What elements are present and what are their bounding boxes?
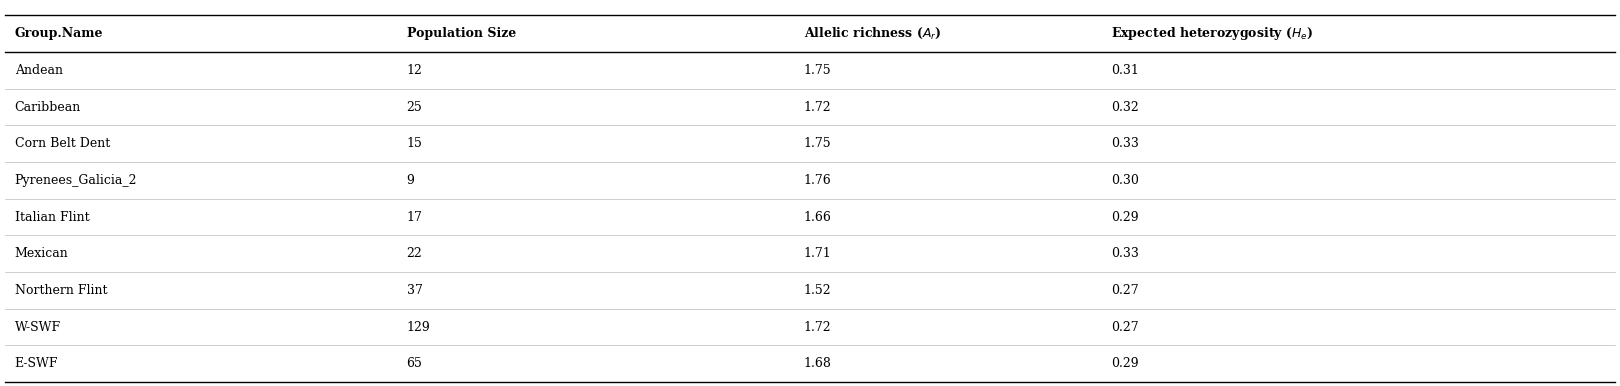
Text: 1.66: 1.66 <box>804 211 831 223</box>
Text: 0.33: 0.33 <box>1111 137 1139 150</box>
Text: W-SWF: W-SWF <box>15 321 60 334</box>
Text: 1.71: 1.71 <box>804 247 831 260</box>
Text: Group.Name: Group.Name <box>15 27 104 40</box>
Text: 1.68: 1.68 <box>804 357 831 370</box>
Text: 0.29: 0.29 <box>1111 357 1139 370</box>
Text: Mexican: Mexican <box>15 247 68 260</box>
Text: Population Size: Population Size <box>407 27 515 40</box>
Text: 1.72: 1.72 <box>804 321 831 334</box>
Text: Andean: Andean <box>15 64 63 77</box>
Text: Pyrenees_Galicia_2: Pyrenees_Galicia_2 <box>15 174 138 187</box>
Text: Corn Belt Dent: Corn Belt Dent <box>15 137 110 150</box>
Text: 15: 15 <box>407 137 423 150</box>
Text: 0.30: 0.30 <box>1111 174 1139 187</box>
Text: E-SWF: E-SWF <box>15 357 58 370</box>
Text: 12: 12 <box>407 64 423 77</box>
Text: 9: 9 <box>407 174 415 187</box>
Text: Caribbean: Caribbean <box>15 101 81 113</box>
Text: Italian Flint: Italian Flint <box>15 211 89 223</box>
Text: 0.32: 0.32 <box>1111 101 1139 113</box>
Text: 1.52: 1.52 <box>804 284 831 297</box>
Text: Expected heterozygosity ($H_e$): Expected heterozygosity ($H_e$) <box>1111 25 1314 42</box>
Text: 17: 17 <box>407 211 423 223</box>
Text: 37: 37 <box>407 284 423 297</box>
Text: 0.29: 0.29 <box>1111 211 1139 223</box>
Text: 65: 65 <box>407 357 423 370</box>
Text: 1.75: 1.75 <box>804 137 831 150</box>
Text: 25: 25 <box>407 101 423 113</box>
Text: 1.75: 1.75 <box>804 64 831 77</box>
Text: 0.27: 0.27 <box>1111 284 1139 297</box>
Text: Allelic richness ($A_r$): Allelic richness ($A_r$) <box>804 26 941 41</box>
Text: 0.27: 0.27 <box>1111 321 1139 334</box>
Text: 1.76: 1.76 <box>804 174 831 187</box>
Text: 1.72: 1.72 <box>804 101 831 113</box>
Text: 129: 129 <box>407 321 431 334</box>
Text: 22: 22 <box>407 247 423 260</box>
Text: 0.33: 0.33 <box>1111 247 1139 260</box>
Text: 0.31: 0.31 <box>1111 64 1139 77</box>
Text: Northern Flint: Northern Flint <box>15 284 107 297</box>
